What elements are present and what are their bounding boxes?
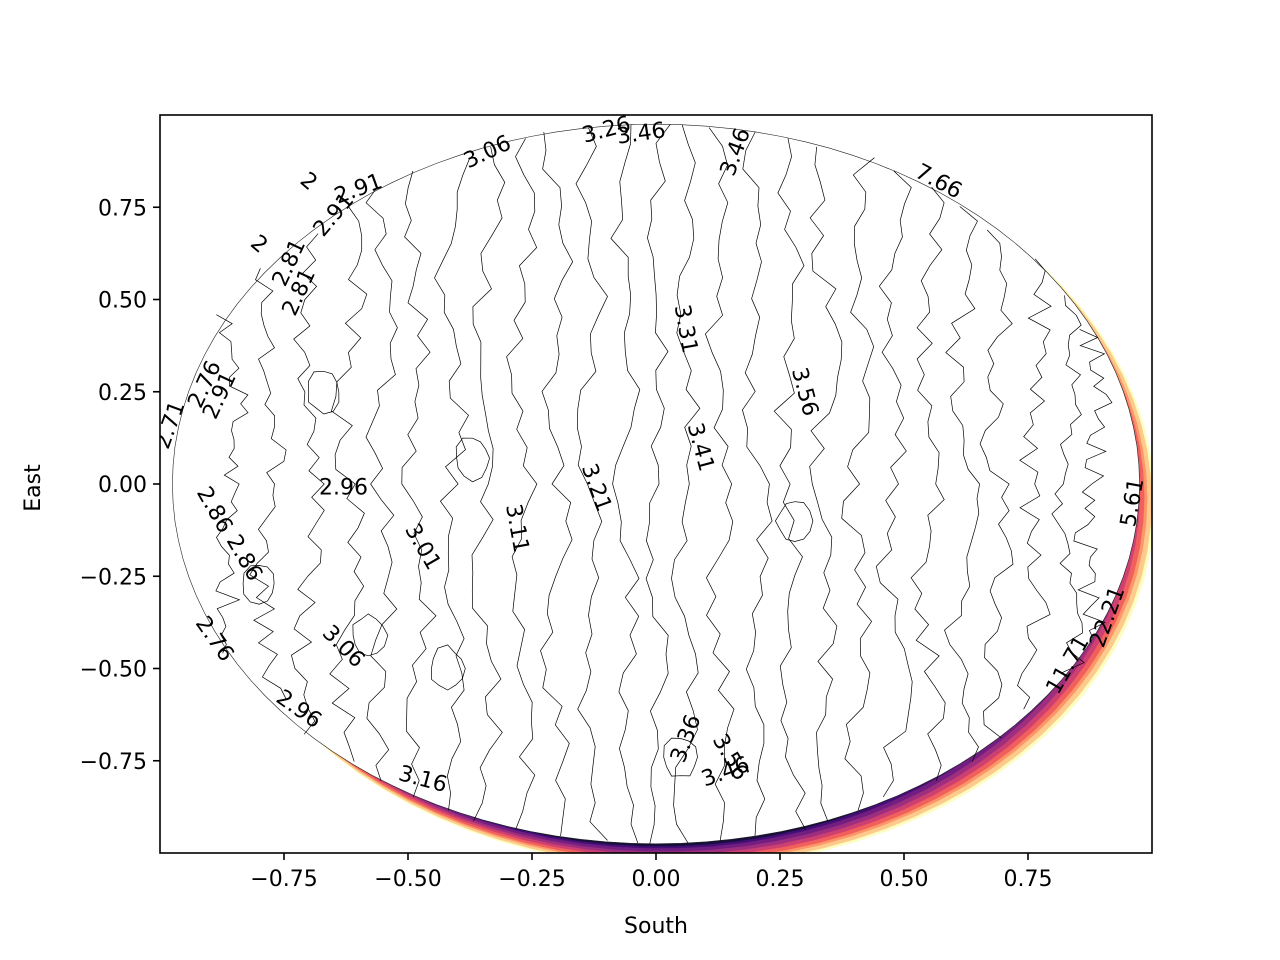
contour-line bbox=[742, 131, 773, 837]
interior-region bbox=[172, 123, 1140, 845]
contour-line bbox=[704, 127, 735, 841]
x-tick-label: 0.00 bbox=[632, 867, 681, 892]
y-tick-label: 0.00 bbox=[98, 473, 147, 498]
contour-loop bbox=[352, 613, 389, 657]
plot-area: 3.263.463.06 3.467.662.9122.9122.812.813.… bbox=[160, 115, 1152, 853]
y-axis-label: East bbox=[21, 464, 46, 512]
contour-loop bbox=[308, 370, 340, 415]
contour-line bbox=[575, 127, 608, 841]
contour-line bbox=[1073, 329, 1113, 639]
contour-line bbox=[329, 206, 368, 762]
contour-line bbox=[979, 229, 1014, 739]
y-tick-label: −0.75 bbox=[80, 750, 147, 775]
x-tick-label: −0.25 bbox=[498, 867, 565, 892]
x-axis-ticks: −0.75 −0.50 −0.25 0.00 0.25 0.50 0.75 bbox=[250, 853, 1052, 892]
contour-line bbox=[249, 268, 287, 700]
contour-line bbox=[645, 124, 671, 844]
contour-loop bbox=[455, 437, 490, 483]
x-tick-label: −0.75 bbox=[250, 867, 317, 892]
x-tick-label: 0.75 bbox=[1004, 867, 1053, 892]
contour-label: 2.96 bbox=[319, 476, 368, 501]
contour-line bbox=[506, 138, 538, 830]
y-tick-label: 0.50 bbox=[98, 289, 147, 314]
contour-line bbox=[773, 138, 806, 830]
contour-loop bbox=[242, 565, 275, 605]
contour-line bbox=[471, 146, 506, 822]
contour-line bbox=[540, 131, 574, 837]
contour-line bbox=[215, 314, 249, 654]
x-tick-label: −0.50 bbox=[374, 867, 441, 892]
x-tick-label: 0.25 bbox=[756, 867, 805, 892]
contour-line bbox=[841, 157, 875, 811]
colored-rim-bands bbox=[172, 123, 1152, 853]
contour-line bbox=[290, 233, 325, 735]
contour-loop bbox=[431, 644, 466, 691]
y-tick-label: −0.25 bbox=[80, 565, 147, 590]
contour-line bbox=[365, 186, 398, 782]
contour-line bbox=[875, 170, 913, 798]
inner-contour-lines bbox=[215, 124, 1113, 844]
x-tick-label: 0.50 bbox=[880, 867, 929, 892]
contour-line bbox=[944, 206, 980, 762]
y-tick-label: −0.50 bbox=[80, 658, 147, 683]
y-tick-label: 0.75 bbox=[98, 196, 147, 221]
y-axis-ticks: 0.75 0.50 0.25 0.00 −0.25 −0.50 −0.75 bbox=[80, 196, 160, 775]
contour-line bbox=[401, 170, 437, 798]
contour-line bbox=[1017, 258, 1052, 710]
contour-line bbox=[910, 186, 946, 782]
contour-line bbox=[1051, 295, 1085, 673]
contour-loop bbox=[774, 501, 814, 542]
contour-line bbox=[434, 157, 471, 811]
contour-loop bbox=[663, 737, 698, 777]
y-tick-label: 0.25 bbox=[98, 381, 147, 406]
x-axis-label: South bbox=[624, 914, 688, 939]
contour-line bbox=[671, 124, 701, 844]
contour-line bbox=[809, 146, 843, 822]
contour-line bbox=[610, 124, 641, 844]
